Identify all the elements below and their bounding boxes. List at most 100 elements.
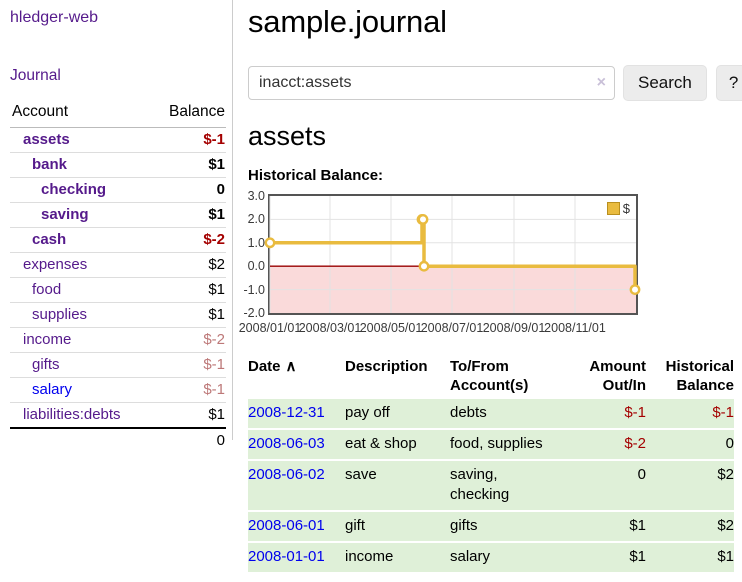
account-link[interactable]: gifts: [32, 356, 60, 373]
account-cell: liabilities:debts: [10, 402, 151, 428]
account-row: income $-2: [10, 327, 226, 353]
transaction-balance-cell: $1: [646, 542, 734, 574]
account-row: food $1: [10, 277, 226, 303]
account-link[interactable]: liabilities:debts: [23, 406, 121, 423]
chart-heading: Historical Balance:: [248, 167, 384, 184]
balance-column-header: Balance: [150, 101, 226, 128]
account-balance: $-2: [150, 227, 226, 253]
transaction-description-cell: income: [345, 542, 450, 574]
account-total-balance: 0: [150, 427, 226, 453]
transaction-description-cell: eat & shop: [345, 429, 450, 461]
x-axis-tick-label: 2008/11/01: [544, 321, 606, 335]
account-link[interactable]: assets: [23, 131, 70, 148]
search-box: ×: [248, 66, 615, 100]
transaction-date-link[interactable]: 2008-06-03: [248, 435, 325, 452]
account-balance: $1: [150, 202, 226, 228]
transaction-description-cell: pay off: [345, 399, 450, 430]
account-cell: bank: [10, 152, 151, 178]
account-cell: income: [10, 327, 151, 353]
x-axis-tick-label: 2008/05/01: [359, 321, 423, 335]
account-balance: $1: [150, 402, 226, 428]
chart-legend: $: [604, 200, 632, 217]
account-row: saving $1: [10, 202, 226, 228]
account-row: supplies $1: [10, 302, 226, 328]
clear-search-icon[interactable]: ×: [596, 74, 606, 91]
account-link[interactable]: cash: [32, 231, 67, 248]
transaction-description-cell: save: [345, 460, 450, 512]
x-axis-tick-label: 2008/09/01: [482, 321, 546, 335]
transaction-description-cell: gift: [345, 511, 450, 543]
account-cell: expenses: [10, 252, 151, 278]
account-link[interactable]: income: [23, 331, 72, 348]
transaction-accounts-cell: debts: [450, 399, 568, 430]
transaction-amount-cell: $1: [568, 511, 646, 543]
transaction-row[interactable]: 2008-12-31 pay off debts $-1 $-1: [248, 399, 734, 430]
amount-column-header: Amount Out/In: [589, 358, 646, 394]
date-column-header[interactable]: Date ∧: [248, 357, 345, 399]
account-link[interactable]: supplies: [32, 306, 88, 323]
account-total-row: 0: [10, 427, 226, 453]
transaction-row[interactable]: 2008-06-02 save saving, checking 0 $2: [248, 460, 734, 512]
transaction-date-cell: 2008-12-31: [248, 399, 345, 430]
account-link[interactable]: food: [32, 281, 62, 298]
y-axis-tick-label: 3.0: [247, 189, 265, 203]
account-link[interactable]: salary: [32, 381, 73, 398]
account-cell: gifts: [10, 352, 151, 378]
register-body: 2008-12-31 pay off debts $-1 $-1 2008-06-03 ea…: [248, 399, 734, 574]
sidebar-item-journal[interactable]: Journal: [10, 67, 61, 84]
account-balance: $-2: [150, 327, 226, 353]
search-button[interactable]: Search: [623, 65, 707, 101]
transaction-accounts-cell: saving, checking: [450, 460, 568, 512]
transaction-date-cell: 2008-01-01: [248, 542, 345, 574]
account-row: gifts $-1: [10, 352, 226, 378]
transaction-accounts-cell: food, supplies: [450, 429, 568, 461]
x-axis-tick-label: 2008/07/01: [420, 321, 484, 335]
register-header-row: Date ∧ Description To/From Account(s) Amo…: [248, 357, 734, 399]
account-tree-table: Account Balance assets $-1 bank $1 checking 0…: [10, 101, 226, 453]
account-row: assets $-1: [10, 128, 226, 153]
search-form: × Search ?: [248, 65, 742, 101]
sort-asc-icon: ∧: [285, 358, 297, 375]
app-title-link[interactable]: hledger-web: [10, 9, 99, 26]
transaction-balance-cell: $-1: [646, 399, 734, 430]
account-row: checking 0: [10, 177, 226, 203]
search-help-button[interactable]: ?: [715, 65, 742, 101]
account-cell: saving: [10, 202, 151, 228]
transaction-date-link[interactable]: 2008-01-01: [248, 548, 325, 565]
main-content: sample.journal × Search ? assets Histori…: [239, 0, 742, 574]
x-axis-tick-label: 2008/01/01: [238, 321, 302, 335]
account-link[interactable]: saving: [41, 206, 89, 223]
account-link[interactable]: expenses: [23, 256, 88, 273]
transaction-date-link[interactable]: 2008-12-31: [248, 404, 325, 421]
transaction-balance-cell: 0: [646, 429, 734, 461]
transaction-row[interactable]: 2008-06-03 eat & shop food, supplies $-2 0: [248, 429, 734, 461]
transaction-date-link[interactable]: 2008-06-02: [248, 466, 325, 483]
app-title: hledger-web: [10, 9, 232, 27]
y-axis-tick-label: -2.0: [243, 306, 265, 320]
account-balance: $1: [150, 152, 226, 178]
transaction-row[interactable]: 2008-01-01 income salary $1 $1: [248, 542, 734, 574]
account-column-header: Account: [10, 101, 151, 128]
account-balance: $-1: [150, 377, 226, 403]
balance-chart: $ 3.0 2.0 1.0 0.0 -1.0 -2.0 2008/01/01 2008/03/…: [239, 189, 736, 340]
account-row: salary $-1: [10, 377, 226, 403]
sidebar-nav: Journal: [10, 67, 232, 85]
transaction-date-link[interactable]: 2008-06-01: [248, 517, 325, 534]
transaction-amount-cell: $1: [568, 542, 646, 574]
transaction-date-cell: 2008-06-02: [248, 460, 345, 512]
account-balance: $-1: [203, 131, 225, 148]
transaction-amount-cell: 0: [568, 460, 646, 512]
y-axis-tick-label: 1.0: [247, 235, 265, 250]
transaction-date-cell: 2008-06-03: [248, 429, 345, 461]
transaction-row[interactable]: 2008-06-01 gift gifts $1 $2: [248, 511, 734, 543]
account-link[interactable]: bank: [32, 156, 68, 173]
date-header-label: Date: [248, 358, 281, 375]
description-column-header: Description: [345, 358, 428, 375]
account-link[interactable]: checking: [41, 181, 107, 198]
account-row: liabilities:debts $1: [10, 402, 226, 428]
page-title: sample.journal: [248, 4, 447, 39]
search-input[interactable]: [248, 66, 615, 100]
chart-plot-area: $: [264, 194, 641, 315]
account-cell: cash: [10, 227, 151, 253]
